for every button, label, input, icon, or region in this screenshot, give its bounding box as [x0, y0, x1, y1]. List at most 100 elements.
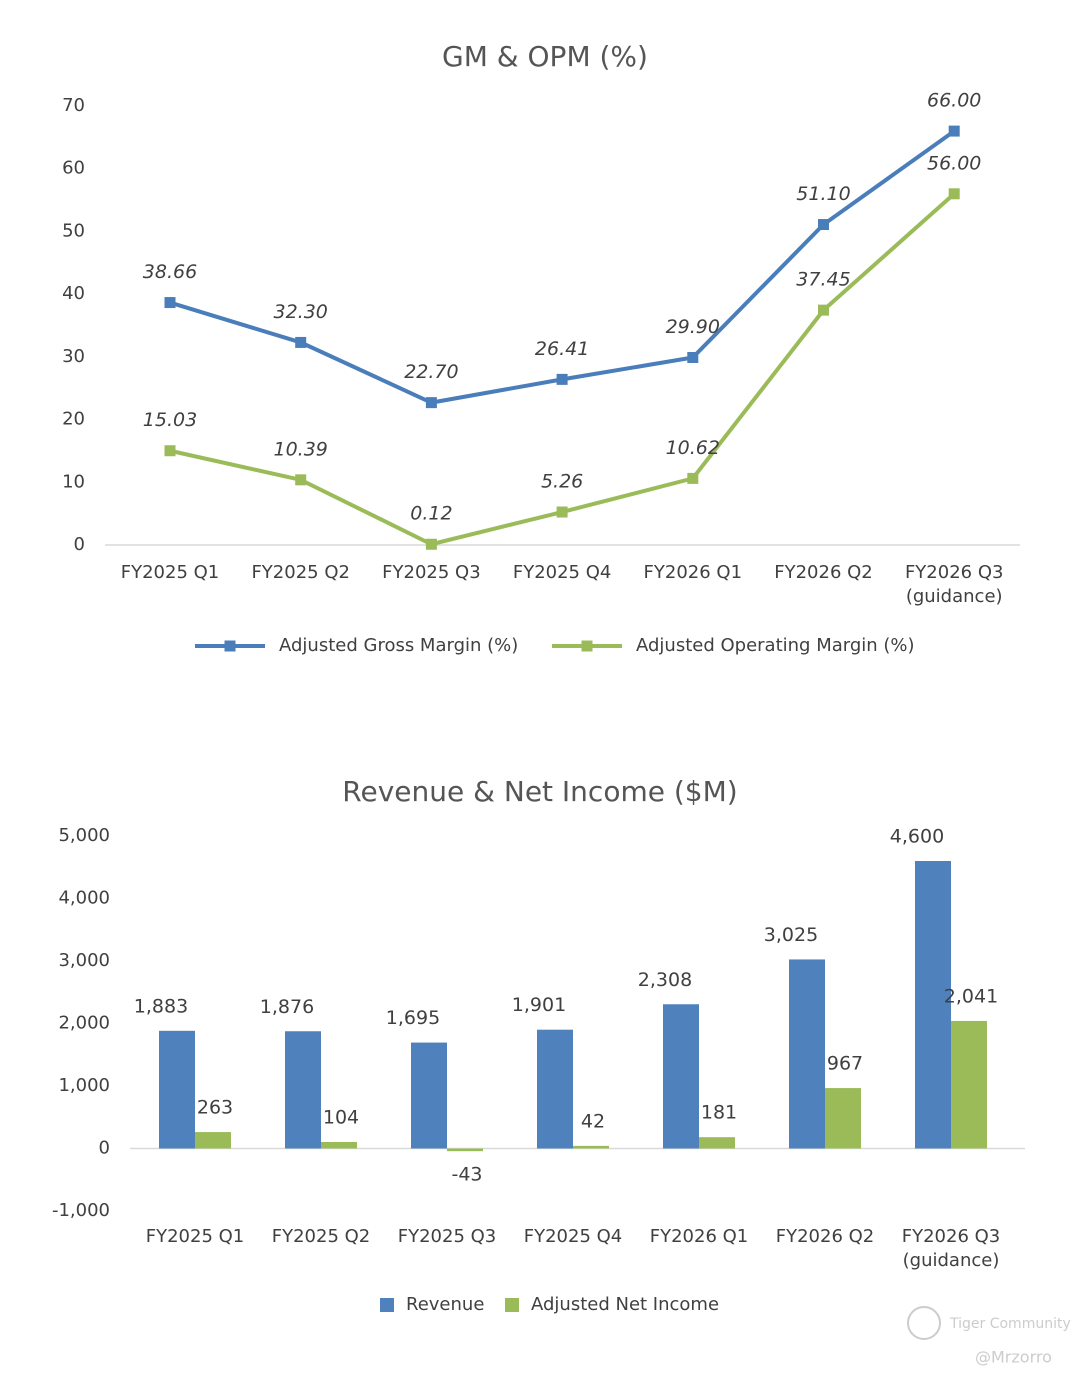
legend-label: Adjusted Net Income: [531, 1294, 719, 1315]
value-label: 5.26: [541, 471, 583, 493]
marker: [295, 474, 307, 486]
x-tick-label: FY2026 Q2: [775, 1226, 875, 1247]
value-label: 10.62: [666, 437, 720, 459]
value-label: 51.10: [796, 183, 850, 205]
x-tick-label: FY2026 Q3 (guidance): [904, 562, 1004, 607]
y-tick-label: 30: [62, 346, 85, 367]
value-label: 1,695: [386, 1007, 440, 1029]
bar: [915, 861, 951, 1149]
chart-title: GM & OPM (%): [442, 40, 648, 73]
bar: [825, 1088, 861, 1149]
value-label: 22.70: [404, 361, 458, 383]
x-tick-label: FY2025 Q4: [512, 562, 612, 583]
value-label: 15.03: [143, 409, 197, 431]
line: [169, 129, 956, 405]
marker: [164, 297, 176, 309]
watermark-author: @Mrzorro: [975, 1348, 1052, 1367]
value-label: 967: [827, 1053, 863, 1075]
y-tick-label: 10: [62, 471, 85, 492]
x-tick-label: FY2025 Q2: [271, 1226, 371, 1247]
marker: [948, 188, 960, 200]
value-label: 56.00: [927, 152, 981, 174]
y-tick-label: 4,000: [58, 888, 110, 909]
x-tick-label: FY2025 Q3: [397, 1226, 497, 1247]
value-label: 2,041: [944, 985, 998, 1007]
marker: [295, 336, 307, 348]
value-label: 29.90: [666, 316, 720, 338]
bar: [951, 1020, 987, 1149]
marker: [948, 125, 960, 137]
y-tick-label: 40: [62, 283, 85, 304]
marker: [818, 219, 829, 231]
x-tick-label: FY2025 Q4: [523, 1226, 623, 1247]
x-tick-label: FY2026 Q3 (guidance): [901, 1226, 1001, 1271]
y-tick-label: 1,000: [58, 1075, 110, 1096]
bar: [321, 1142, 357, 1149]
watermark-logo: [907, 1306, 941, 1340]
legend-marker: [380, 1298, 394, 1312]
y-tick-label: 60: [62, 158, 85, 179]
x-tick-label: FY2025 Q2: [251, 562, 350, 583]
chart-title: Revenue & Net Income ($M): [342, 775, 737, 808]
y-tick-label: 0: [74, 534, 85, 555]
x-tick-label: FY2026 Q1: [649, 1226, 749, 1247]
bar: [789, 959, 825, 1149]
value-label: 42: [581, 1110, 605, 1132]
x-tick-label: FY2026 Q1: [643, 562, 743, 583]
bar: [195, 1132, 231, 1149]
x-tick-label: FY2026 Q2: [774, 562, 873, 583]
value-label: 2,308: [638, 969, 692, 991]
value-label: 0.12: [410, 503, 452, 525]
y-tick-label: 5,000: [58, 825, 110, 846]
bar: [663, 1004, 699, 1149]
value-label: 263: [197, 1097, 233, 1119]
value-label: 4,600: [890, 826, 944, 848]
legend-marker: [224, 640, 236, 652]
bar: [699, 1137, 735, 1149]
x-tick-label: FY2025 Q3: [382, 562, 481, 583]
marker: [556, 506, 568, 518]
value-label: 38.66: [143, 261, 197, 283]
legend-label: Adjusted Operating Margin (%): [636, 635, 915, 656]
value-label: 3,025: [764, 924, 818, 946]
marker: [164, 445, 176, 457]
value-label: 26.41: [535, 338, 589, 360]
legend-label: Adjusted Gross Margin (%): [279, 635, 518, 656]
y-tick-label: 2,000: [58, 1013, 110, 1034]
bar: [537, 1029, 573, 1149]
value-label: 1,883: [134, 995, 188, 1017]
value-label: 1,901: [512, 994, 566, 1016]
bar: [573, 1145, 609, 1149]
x-tick-label: FY2025 Q1: [145, 1226, 245, 1247]
y-tick-label: 50: [62, 220, 85, 241]
value-label: 104: [323, 1107, 359, 1129]
marker: [687, 472, 699, 484]
value-label: 181: [701, 1102, 737, 1124]
marker: [425, 538, 437, 550]
value-label: 1,876: [260, 996, 314, 1018]
bar: [411, 1042, 447, 1149]
value-label: -43: [451, 1164, 482, 1186]
marker: [425, 397, 437, 409]
y-tick-label: 3,000: [58, 950, 110, 971]
value-label: 32.30: [273, 301, 327, 323]
marker: [818, 304, 829, 316]
y-tick-label: 0: [99, 1138, 110, 1159]
value-label: 66.00: [927, 90, 981, 112]
bar: [447, 1148, 483, 1152]
y-tick-label: 20: [62, 409, 85, 430]
legend-marker: [505, 1298, 519, 1312]
value-label: 37.45: [796, 269, 850, 291]
value-label: 10.39: [273, 438, 327, 460]
marker: [687, 351, 699, 363]
y-tick-label: 70: [62, 95, 85, 116]
legend-label: Revenue: [406, 1294, 484, 1315]
legend-marker: [581, 640, 593, 652]
x-tick-label: FY2025 Q1: [120, 562, 220, 583]
y-tick-label: -1,000: [52, 1200, 110, 1221]
bar: [285, 1031, 321, 1149]
watermark-brand: Tiger Community: [949, 1316, 1071, 1332]
marker: [556, 373, 568, 385]
